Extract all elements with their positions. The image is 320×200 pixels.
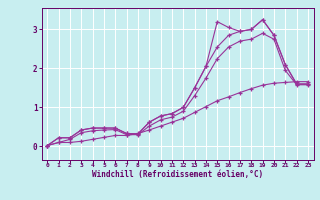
X-axis label: Windchill (Refroidissement éolien,°C): Windchill (Refroidissement éolien,°C) <box>92 170 263 179</box>
